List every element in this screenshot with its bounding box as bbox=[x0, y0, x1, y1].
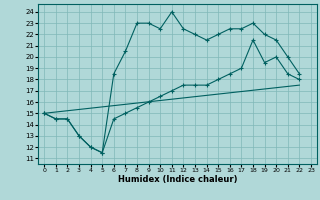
X-axis label: Humidex (Indice chaleur): Humidex (Indice chaleur) bbox=[118, 175, 237, 184]
